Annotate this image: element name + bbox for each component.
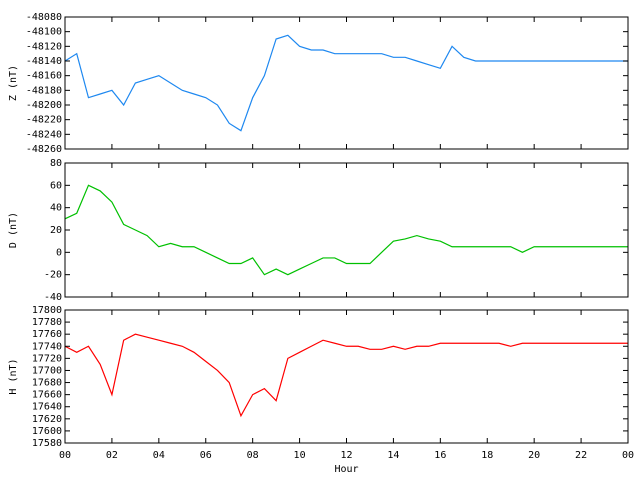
y-tick-label: 60: [50, 180, 62, 191]
plot-frame: [64, 16, 629, 150]
y-axis-label: D (nT): [8, 212, 19, 248]
y-tick-label: 17700: [32, 365, 62, 376]
x-tick-label: 06: [200, 450, 212, 461]
y-tick-label: 17640: [32, 402, 62, 413]
y-tick-label: -48140: [26, 56, 62, 67]
y-tick-label: 80: [50, 158, 62, 169]
y-tick-label: -48200: [26, 100, 62, 111]
y-axis-label: H (nT): [8, 358, 19, 394]
y-tick-label: 17780: [32, 317, 62, 328]
y-tick-label: -48160: [26, 71, 62, 82]
y-axis-label: Z (nT): [8, 65, 19, 101]
data-line: [64, 333, 628, 418]
y-tick-label: -48220: [26, 115, 62, 126]
y-tick-label: -48080: [26, 12, 62, 23]
y-tick-label: -48120: [26, 41, 62, 52]
x-tick-label: 12: [340, 450, 352, 461]
x-tick-label: 18: [481, 450, 493, 461]
y-tick-label: 17660: [32, 390, 62, 401]
y-tick-label: -48180: [26, 85, 62, 96]
data-line: [64, 184, 628, 276]
plot-frame: [64, 162, 629, 298]
x-tick-label: 00: [622, 450, 634, 461]
y-tick-label: 40: [50, 203, 62, 214]
y-tick-label: 17680: [32, 378, 62, 389]
y-tick-label: 17760: [32, 329, 62, 340]
x-tick-label: 20: [528, 450, 540, 461]
x-tick-label: 00: [59, 450, 71, 461]
y-tick-label: 0: [56, 247, 62, 258]
y-tick-label: 17800: [32, 305, 62, 316]
x-tick-label: 08: [247, 450, 259, 461]
x-tick-label: 16: [434, 450, 446, 461]
y-tick-label: 17580: [32, 438, 62, 449]
y-tick-label: -40: [44, 292, 62, 303]
y-tick-label: 17740: [32, 341, 62, 352]
y-tick-label: 20: [50, 225, 62, 236]
x-tick-label: 10: [294, 450, 306, 461]
data-line: [64, 34, 628, 132]
x-tick-label: 14: [387, 450, 399, 461]
plot-frame: [64, 309, 629, 444]
x-tick-label: 22: [575, 450, 587, 461]
x-tick-label: 04: [153, 450, 165, 461]
y-tick-label: -48100: [26, 27, 62, 38]
y-tick-label: 17600: [32, 426, 62, 437]
x-axis-label: Hour: [334, 464, 358, 475]
y-tick-label: -48260: [26, 144, 62, 155]
y-tick-label: -48240: [26, 129, 62, 140]
y-tick-label: 17720: [32, 353, 62, 364]
x-tick-label: 02: [106, 450, 118, 461]
y-tick-label: -20: [44, 270, 62, 281]
y-tick-label: 17620: [32, 414, 62, 425]
